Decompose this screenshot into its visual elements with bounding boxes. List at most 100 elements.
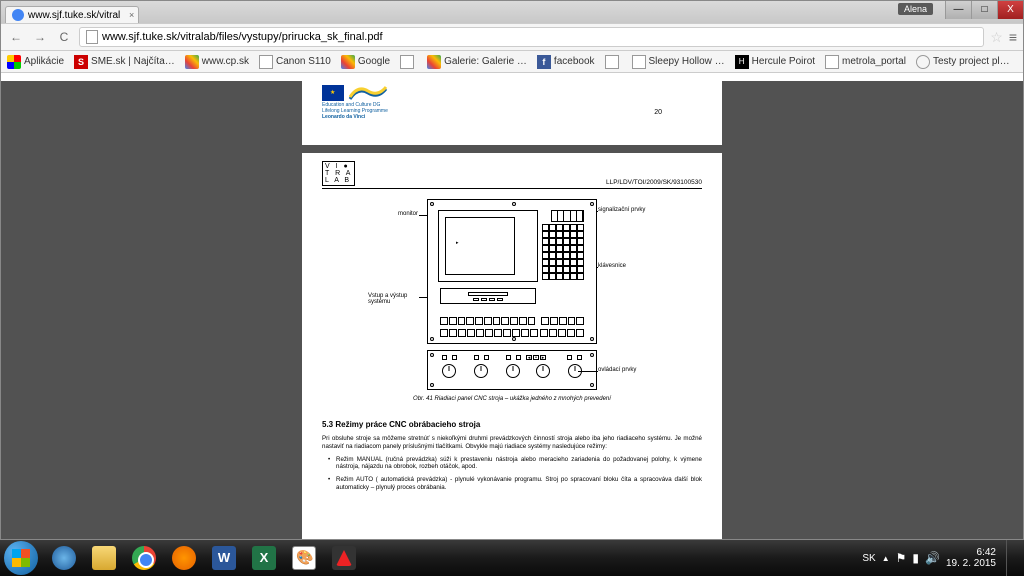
apps-icon: [7, 55, 21, 69]
tab-title: www.sjf.tuke.sk/vitral: [28, 10, 120, 21]
bookmark-item[interactable]: [400, 55, 417, 69]
address-bar[interactable]: www.sjf.tuke.sk/vitralab/files/vystupy/p…: [79, 27, 984, 47]
maximize-button[interactable]: □: [971, 1, 997, 19]
minimize-button[interactable]: —: [945, 1, 971, 19]
io-slot: [440, 288, 536, 304]
language-indicator[interactable]: SK: [862, 553, 875, 564]
bookmark-label: Galerie: Galerie …: [444, 56, 527, 67]
taskbar-excel[interactable]: X: [245, 544, 283, 572]
bookmark-item[interactable]: ffacebook: [537, 55, 595, 69]
close-button[interactable]: X: [997, 1, 1023, 19]
bookmark-label: SME.sk | Najčíta…: [91, 56, 175, 67]
page-icon: [400, 55, 414, 69]
monitor-box: ▸: [438, 210, 538, 282]
menu-icon[interactable]: ≡: [1009, 29, 1017, 45]
tab-close-icon[interactable]: ×: [129, 10, 134, 20]
signal-lights: [551, 210, 584, 222]
bookmark-star-icon[interactable]: ☆: [990, 29, 1003, 46]
bookmark-item[interactable]: SSME.sk | Najčíta…: [74, 55, 175, 69]
browser-tab[interactable]: www.sjf.tuke.sk/vitral ×: [5, 6, 139, 23]
bookmark-item[interactable]: metrola_portal: [825, 55, 906, 69]
cnc-bottom-panel: ◂•▸: [427, 350, 597, 390]
tab-strip: www.sjf.tuke.sk/vitral × Alena — □ X: [1, 1, 1023, 23]
bookmarks-bar: Aplikácie SSME.sk | Najčíta… www.cp.sk Cano…: [1, 51, 1023, 73]
bookmark-label: metrola_portal: [842, 56, 906, 67]
section-heading: 5.3 Režimy práce CNC obrábacieho stroja: [322, 420, 702, 429]
page-number: 20: [654, 109, 662, 116]
label-monitor: monitor: [378, 211, 418, 217]
reload-button[interactable]: C: [55, 30, 73, 44]
bullet-2: Režim AUTO ( automatická prevádzka) - pl…: [336, 476, 702, 492]
taskbar-firefox[interactable]: [165, 544, 203, 572]
tray-icon-1[interactable]: ⚑: [896, 551, 907, 565]
google-icon: [185, 55, 199, 69]
taskbar-explorer[interactable]: [85, 544, 123, 572]
bookmark-item[interactable]: [605, 55, 622, 69]
taskbar-word[interactable]: W: [205, 544, 243, 572]
cnc-top-panel: ▸: [427, 199, 597, 344]
pdf-page-main: V I ● T R A L A B LLP/LDV/TOI/2009/SK/93…: [302, 153, 722, 539]
bookmark-item[interactable]: Sleepy Hollow …: [632, 55, 725, 69]
label-signal: signalizační prvky: [598, 207, 656, 213]
figure-caption: Obr. 41 Riadiaci panel CNC stroja – ukáž…: [322, 396, 702, 402]
window-controls: — □ X: [945, 1, 1023, 19]
bookmark-item[interactable]: Google: [341, 55, 390, 69]
taskbar-chrome[interactable]: [125, 544, 163, 572]
taskbar-acrobat[interactable]: [325, 544, 363, 572]
vitralab-logo: V I ● T R A L A B: [322, 161, 355, 186]
bookmark-label: facebook: [554, 56, 595, 67]
bookmark-item[interactable]: Aplikácie: [7, 55, 64, 69]
bookmark-item[interactable]: Canon S110: [259, 55, 331, 69]
hp-icon: H: [735, 55, 749, 69]
page-header: V I ● T R A L A B LLP/LDV/TOI/2009/SK/93…: [322, 161, 702, 189]
tray-expand-icon[interactable]: ▲: [882, 554, 890, 563]
bookmark-label: Hercule Poirot: [752, 56, 815, 67]
page-icon: [259, 55, 273, 69]
url-text: www.sjf.tuke.sk/vitralab/files/vystupy/p…: [102, 31, 383, 43]
bookmark-item[interactable]: www.cp.sk: [185, 55, 249, 69]
clock[interactable]: 6:42 19. 2. 2015: [946, 547, 996, 569]
bookmark-item[interactable]: Galerie: Galerie …: [427, 55, 527, 69]
label-io: Vstup a výstup systému: [368, 293, 418, 305]
date: 19. 2. 2015: [946, 558, 996, 569]
bookmark-label: Google: [358, 56, 390, 67]
taskbar-ie[interactable]: [45, 544, 83, 572]
back-button[interactable]: ←: [7, 30, 25, 44]
body-paragraph: Pri obsluhe stroje sa môžeme stretnúť s …: [322, 435, 702, 451]
pdf-viewport[interactable]: Education and Culture DG Lifelong Learni…: [1, 81, 1023, 539]
leonardo-label-2: Leonardo da Vinci: [322, 114, 702, 120]
page-icon: [605, 55, 619, 69]
bookmark-label: Canon S110: [276, 56, 331, 67]
logo-row-1: V I ●: [325, 163, 352, 170]
bookmark-label: Aplikácie: [24, 56, 64, 67]
browser-window: www.sjf.tuke.sk/vitral × Alena — □ X ← →…: [0, 0, 1024, 540]
bookmark-label: Testy project pl…: [933, 56, 1010, 67]
network-icon[interactable]: ▮: [912, 551, 919, 565]
taskbar: W X SK ▲ ⚑ ▮ 🔊 6:42 19. 2. 2015: [0, 540, 1024, 576]
bullet-1: Režim MANUAL (ručná prevádzka) súži k pr…: [336, 456, 702, 472]
fb-icon: f: [537, 55, 551, 69]
bookmark-item[interactable]: Testy project pl…: [916, 55, 1010, 69]
bookmark-item[interactable]: HHercule Poirot: [735, 55, 815, 69]
doc-code: LLP/LDV/TOI/2009/SK/93100530: [606, 179, 702, 186]
start-button[interactable]: [4, 541, 38, 575]
taskbar-paint[interactable]: [285, 544, 323, 572]
bookmark-label: www.cp.sk: [202, 56, 249, 67]
keypad: [542, 224, 584, 282]
eu-flag-icon: [322, 85, 344, 101]
logo-row-3: L A B: [325, 177, 352, 184]
pdf-page-top-fragment: Education and Culture DG Lifelong Learni…: [302, 81, 722, 145]
label-controls: ovládací prvky: [598, 367, 650, 373]
show-desktop-button[interactable]: [1006, 540, 1016, 576]
red-icon: S: [74, 55, 88, 69]
volume-icon[interactable]: 🔊: [925, 551, 940, 565]
function-row: [440, 317, 584, 325]
label-keyboard: klávesnice: [598, 263, 644, 269]
system-tray: SK ▲ ⚑ ▮ 🔊 6:42 19. 2. 2015: [862, 540, 1020, 576]
forward-button[interactable]: →: [31, 30, 49, 44]
logo-row-2: T R A: [325, 170, 352, 177]
google-icon: [341, 55, 355, 69]
user-badge[interactable]: Alena: [898, 3, 933, 15]
page-icon: [632, 55, 646, 69]
cnc-panel-diagram: monitor Vstup a výstup systému signaliza…: [382, 199, 642, 390]
